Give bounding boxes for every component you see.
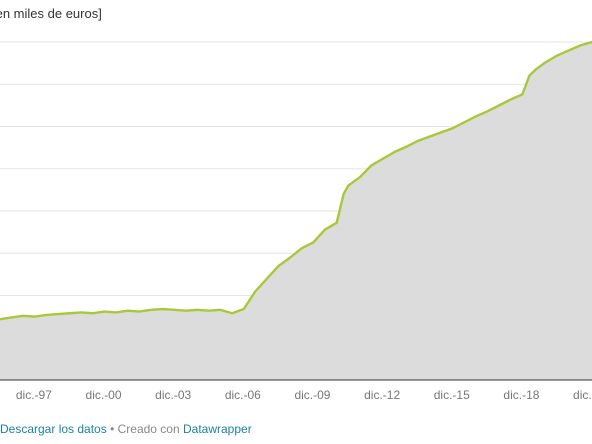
- datawrapper-link[interactable]: Datawrapper: [183, 422, 252, 436]
- x-tick-label: dic.-21: [573, 388, 592, 402]
- chart-footer: Descargar los datos • Creado con Datawra…: [0, 422, 252, 436]
- created-with-text: Creado con: [117, 422, 180, 436]
- y-axis-label: [en miles de euros]: [0, 6, 102, 21]
- x-tick-label: dic.-03: [155, 388, 191, 402]
- x-tick-label: dic.-00: [86, 388, 122, 402]
- x-tick-label: dic.-09: [294, 388, 330, 402]
- x-tick-label: dic.-18: [503, 388, 539, 402]
- x-tick-label: dic.-15: [434, 388, 470, 402]
- x-tick-label: dic.-12: [364, 388, 400, 402]
- series-area: [0, 42, 592, 380]
- series-line: [0, 40, 592, 321]
- x-tick-label: dic.-97: [16, 388, 52, 402]
- x-tick-label: dic.-06: [225, 388, 261, 402]
- footer-separator: •: [110, 422, 115, 436]
- download-data-link[interactable]: Descargar los datos: [0, 422, 107, 436]
